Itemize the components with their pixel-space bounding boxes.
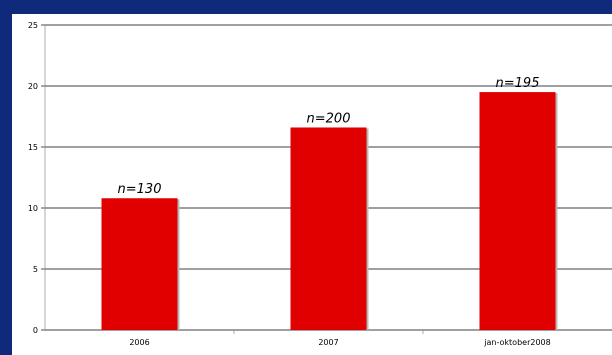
y-tick-label: 5 bbox=[33, 265, 38, 274]
y-tick-label: 0 bbox=[33, 326, 38, 335]
bar-2007 bbox=[290, 127, 367, 330]
y-tick-label: 15 bbox=[28, 143, 38, 152]
data-label: n=195 bbox=[496, 76, 540, 91]
x-category-label: 2007 bbox=[318, 338, 338, 347]
x-category-label: jan-oktober2008 bbox=[483, 338, 550, 347]
data-label: n=130 bbox=[118, 182, 162, 197]
bar-2006 bbox=[101, 198, 178, 330]
y-tick-label: 10 bbox=[28, 204, 38, 213]
data-label: n=200 bbox=[307, 111, 351, 126]
x-category-label: 2006 bbox=[129, 338, 149, 347]
y-tick-label: 25 bbox=[28, 21, 38, 30]
chart-panel: 0 5 10 15 20 25 n=130 2006 n=200 2007 n=195 jan-okt… bbox=[12, 14, 612, 355]
bar-jan-oktober2008 bbox=[479, 92, 556, 330]
y-tick-label: 20 bbox=[28, 82, 38, 91]
bar-chart: 0 5 10 15 20 25 n=130 2006 n=200 2007 n=195 jan-okt… bbox=[28, 21, 612, 347]
